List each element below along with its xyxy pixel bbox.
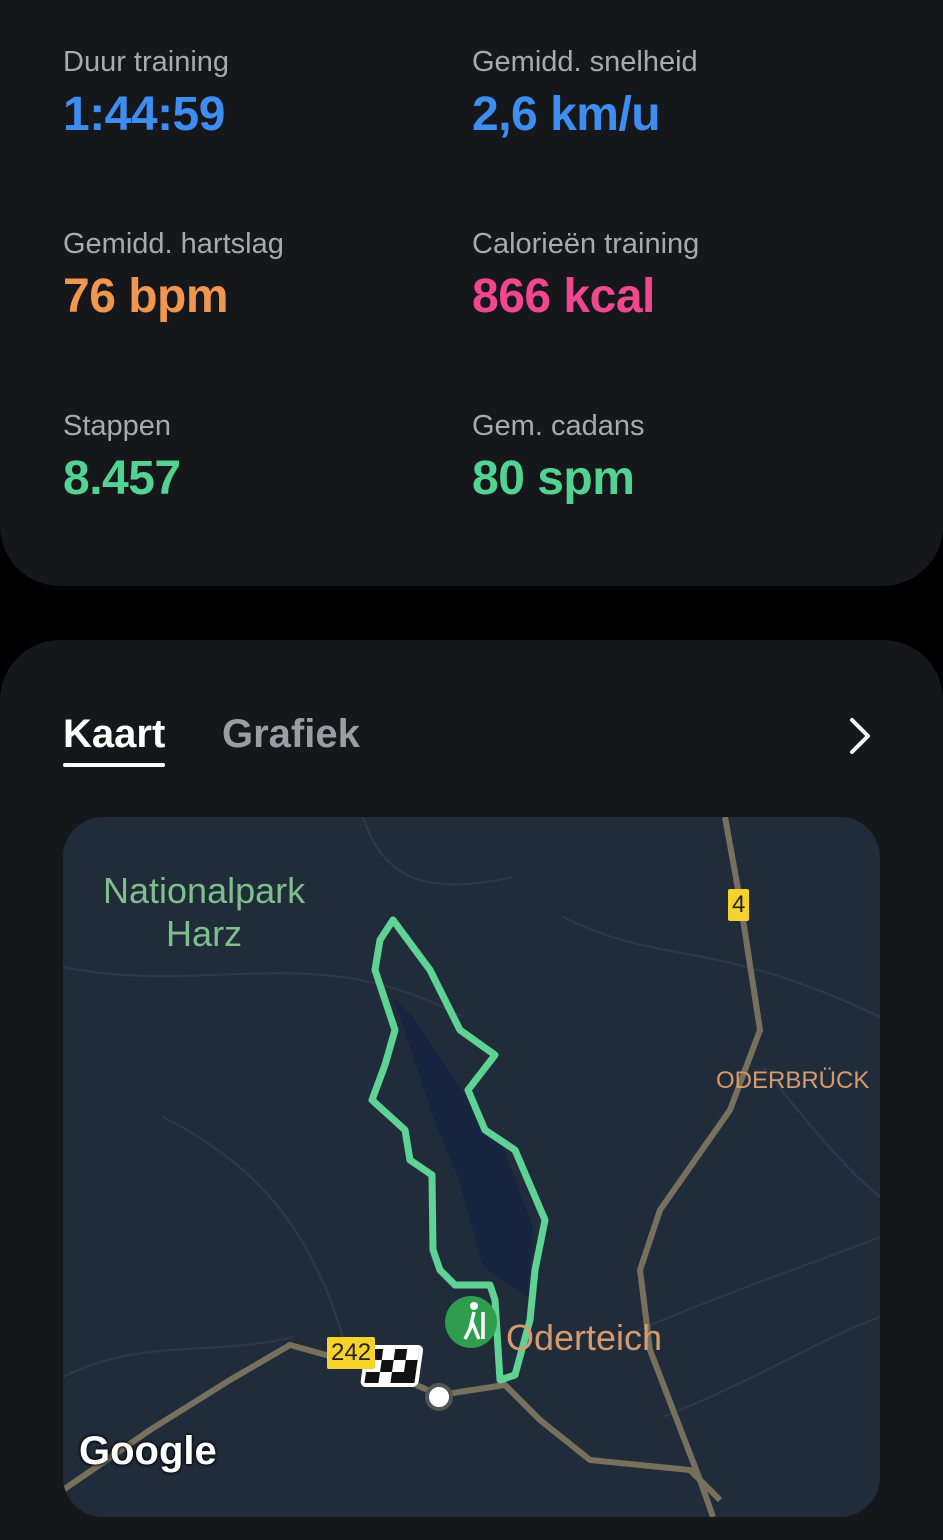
stat-duration: Duur training 1:44:59 xyxy=(63,46,229,142)
chevron-right-icon[interactable] xyxy=(842,716,878,756)
park-label-line1: Nationalpark xyxy=(103,870,306,911)
stat-value: 8.457 xyxy=(63,452,181,505)
stat-label: Gem. cadans xyxy=(472,410,645,442)
map-canvas xyxy=(63,817,880,1517)
stat-label: Stappen xyxy=(63,410,172,442)
lake-label: Oderteich xyxy=(506,1317,663,1358)
stat-label: Gemidd. snelheid xyxy=(472,46,698,78)
stat-value: 1:44:59 xyxy=(63,88,225,141)
stat-label: Duur training xyxy=(63,46,230,78)
tab-map[interactable]: Kaart xyxy=(63,712,166,767)
finish-marker-checkered-flag-icon xyxy=(360,1345,424,1387)
terrain-lines xyxy=(63,817,880,1418)
start-marker-hiking-icon xyxy=(445,1296,497,1348)
stat-label: Calorieën training xyxy=(472,228,700,260)
stat-avg-heartrate: Gemidd. hartslag 76 bpm xyxy=(63,228,284,324)
road-shield-4: 4 xyxy=(728,889,750,921)
park-label: Nationalpark Harz xyxy=(103,869,305,955)
lake xyxy=(393,997,533,1297)
google-logo: Google xyxy=(79,1429,217,1473)
stat-steps: Stappen 8.457 xyxy=(63,410,181,506)
park-label-line2: Harz xyxy=(166,913,243,954)
road-4 xyxy=(636,817,764,1517)
stat-calories: Calorieën training 866 kcal xyxy=(472,228,699,324)
route-track xyxy=(368,916,549,1384)
road-shield-242: 242 xyxy=(327,1337,376,1369)
stat-value: 80 spm xyxy=(472,452,635,505)
route-map[interactable]: Nationalpark Harz ODERBRÜCK Oderteich 4 2… xyxy=(63,817,880,1517)
town-label: ODERBRÜCK xyxy=(716,1067,870,1094)
stat-value: 76 bpm xyxy=(63,270,229,323)
stat-cadence: Gem. cadans 80 spm xyxy=(472,410,644,506)
stat-value: 866 kcal xyxy=(472,270,655,323)
stat-label: Gemidd. hartslag xyxy=(63,228,284,260)
stat-value: 2,6 km/u xyxy=(472,88,661,141)
route-end-dot xyxy=(425,1383,453,1411)
tab-graph[interactable]: Grafiek xyxy=(222,712,360,756)
stats-card xyxy=(0,0,943,586)
stat-avg-speed: Gemidd. snelheid 2,6 km/u xyxy=(472,46,698,142)
